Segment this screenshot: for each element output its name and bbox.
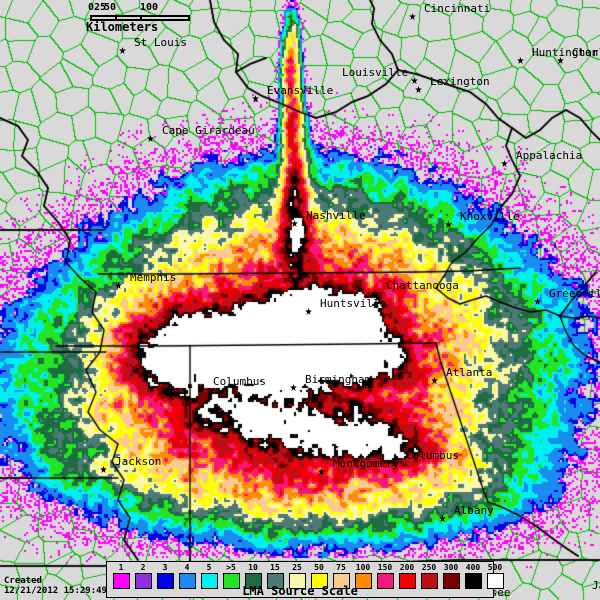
city-label-columbus: Columbus	[213, 375, 266, 388]
city-label-albany: Albany	[454, 504, 494, 517]
legend-swatch-50	[308, 573, 330, 590]
city-label-huntsville: Huntsville	[320, 297, 387, 310]
legend-tick-2: 2	[140, 563, 146, 572]
legend-swatch-color	[354, 573, 372, 589]
legend-tick-150: 150	[377, 563, 393, 572]
legend-swatch-200	[396, 573, 418, 590]
scale-bar-units-label: Kilometers	[86, 20, 159, 34]
legend-swatch-400	[462, 573, 484, 590]
legend-swatch-color	[486, 573, 504, 589]
legend-tick-5: 5	[206, 563, 212, 572]
legend-swatch-3	[154, 573, 176, 590]
edge-city-label: ssee	[484, 586, 511, 599]
city-label-chattanooga: Chattanooga	[386, 279, 459, 292]
legend-swatch-500	[484, 573, 506, 590]
legend-swatch-2	[132, 573, 154, 590]
legend-swatch-25	[286, 573, 308, 590]
legend-swatch-gt5	[220, 573, 242, 590]
legend-swatch-4	[176, 573, 198, 590]
city-label-huntington: Huntington	[532, 46, 599, 59]
legend-swatch-150	[374, 573, 396, 590]
legend-tick-1: 1	[118, 563, 124, 572]
legend-swatch-color	[244, 573, 262, 589]
legend-tick-100: 100	[355, 563, 371, 572]
legend-tick-25: 25	[292, 563, 302, 572]
legend-swatch-color	[266, 573, 284, 589]
city-label-knoxville: Knoxville	[460, 210, 520, 223]
legend-swatch-100	[352, 573, 374, 590]
legend-swatch-color	[288, 573, 306, 589]
city-label-cape-girardeau: Cape Girardeau	[162, 124, 255, 137]
legend-swatch-75	[330, 573, 352, 590]
legend-swatch-10	[242, 573, 264, 590]
created-stamp: Created 12/21/2012 15:29:49	[4, 576, 107, 596]
legend-swatch-color	[310, 573, 328, 589]
legend-tick-15: 15	[270, 563, 280, 572]
legend-tick-50: 50	[314, 563, 324, 572]
legend-tick-400: 400	[465, 563, 481, 572]
legend-swatch-color	[442, 573, 460, 589]
city-label-montgomery: Montgomery	[333, 457, 400, 470]
legend-tick-4: 4	[184, 563, 190, 572]
city-label-atlanta: Atlanta	[446, 366, 493, 379]
created-timestamp: 12/21/2012 15:29:49	[4, 586, 107, 596]
legend-tick-75: 75	[336, 563, 346, 572]
city-label-greenville: Greenville	[549, 287, 600, 300]
legend-swatch-5	[198, 573, 220, 590]
scale-bar: 0 25 50 100 Kilometers	[86, 2, 198, 34]
scale-bar-rule	[90, 15, 190, 21]
legend-swatch-color	[134, 573, 152, 589]
legend-tick-10: 10	[248, 563, 258, 572]
city-label-columbus: Columbus	[406, 449, 459, 462]
created-label: Created	[4, 576, 42, 586]
legend-tick-250: 250	[421, 563, 437, 572]
legend-swatch-color	[178, 573, 196, 589]
legend-swatch-1	[110, 573, 132, 590]
legend-swatch-color	[156, 573, 174, 589]
scale-tick-25: 25	[94, 2, 107, 13]
legend-swatch-15	[264, 573, 286, 590]
city-label-lexington: Lexington	[430, 75, 490, 88]
city-label-appalachia: Appalachia	[516, 149, 583, 162]
edge-city-label: Ja	[592, 579, 600, 592]
scale-tick-50: 50	[104, 2, 117, 13]
city-label-birmingham: Birmingham	[305, 373, 372, 386]
city-label-cincinnati: Cincinnati	[424, 2, 491, 15]
legend-tick-3: 3	[162, 563, 168, 572]
legend-panel: 1 2 3 4 5 >5 10 15 25 50 75 100 150 200 250 300 400 500 L…	[106, 561, 504, 598]
city-label-charleston: Charleston	[572, 46, 600, 59]
scale-bar-ticks: 0 25 50 100	[88, 2, 198, 14]
scale-tick-100: 100	[140, 2, 159, 13]
city-label-louisville: Louisville	[342, 66, 409, 79]
legend-swatch-color	[112, 573, 130, 589]
legend-title: LMA Source Scale	[242, 584, 358, 598]
legend-swatch-250	[418, 573, 440, 590]
city-label-evansville: Evansville	[267, 84, 334, 97]
legend-tick-500: 500	[487, 563, 503, 572]
legend-swatch-color	[398, 573, 416, 589]
legend-color-swatches	[110, 573, 506, 590]
scale-tick-0: 0	[88, 2, 95, 13]
legend-tick-300: 300	[443, 563, 459, 572]
legend-swatch-300	[440, 573, 462, 590]
legend-swatch-color	[200, 573, 218, 589]
legend-swatch-color	[376, 573, 394, 589]
city-label-st-louis: St Louis	[134, 36, 187, 49]
legend-swatch-color	[332, 573, 350, 589]
legend-swatch-color	[420, 573, 438, 589]
legend-tick-gt5: >5	[226, 563, 236, 572]
city-label-memphis: Memphis	[130, 271, 177, 284]
legend-swatch-color	[464, 573, 482, 589]
city-label-nashville: Nashville	[306, 209, 366, 222]
legend-swatch-color	[222, 573, 240, 589]
legend-tick-200: 200	[399, 563, 415, 572]
city-label-jackson: Jackson	[115, 455, 162, 468]
